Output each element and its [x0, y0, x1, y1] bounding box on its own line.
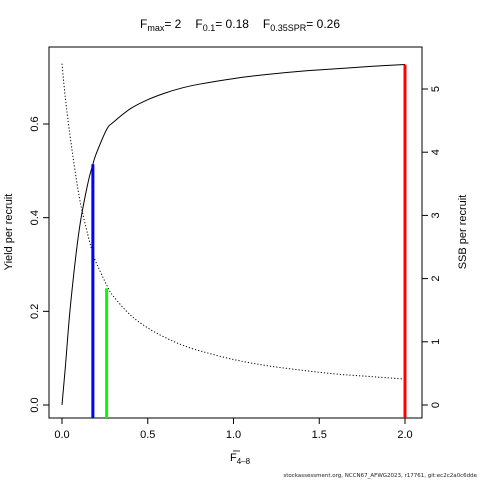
chart-title: Fmax= 2 F0.1= 0.18 F0.35SPR= 0.26: [140, 17, 340, 33]
title-f01-value: = 0.18: [215, 17, 249, 31]
y-right-tick-label: 5: [430, 86, 442, 92]
y-right-tick-label: 0: [430, 402, 442, 408]
x-tick-label: 2.0: [397, 429, 412, 441]
x-axis-title-sub: 4–8: [237, 457, 251, 466]
y-left-tick-label: 0.6: [29, 116, 41, 131]
y-left-axis-title: Yield per recruit: [3, 194, 15, 271]
title-fspr-sub: 0.35SPR: [270, 23, 307, 33]
y-right-tick-label: 4: [430, 149, 442, 155]
title-fmax-value: = 2: [164, 17, 181, 31]
title-fspr-value: = 0.26: [306, 17, 340, 31]
reference-lines: [91, 64, 407, 418]
y-axis-right: 0 1 2 3 4 5: [421, 86, 442, 408]
series-layer: [61, 63, 406, 406]
y-right-axis-title: SSB per recruit: [457, 195, 469, 270]
plot-frame: [48, 46, 423, 419]
x-axis-title-main: F: [230, 452, 237, 464]
title-fmax-sub: max: [147, 23, 165, 33]
footer-credit: stockassessment.org, NCCN67_AFWG2023, r1…: [283, 473, 477, 479]
title-fmax-label: F: [140, 17, 147, 31]
y-left-tick-label: 0.4: [29, 210, 41, 225]
yield-per-recruit-line: [61, 64, 406, 406]
x-tick-label: 1.5: [312, 429, 327, 441]
title-f01-sub: 0.1: [203, 23, 216, 33]
y-left-tick-label: 0.2: [29, 304, 41, 319]
y-right-tick-label: 2: [430, 276, 442, 282]
y-right-tick-label: 1: [430, 339, 442, 345]
ssb-per-recruit-line: [61, 63, 406, 380]
x-axis-title: F4–8: [230, 452, 251, 466]
x-tick-label: 0.0: [54, 429, 69, 441]
title-f01-label: F: [195, 17, 202, 31]
y-right-tick-label: 3: [430, 212, 442, 218]
title-fspr-label: F: [263, 17, 270, 31]
y-axis-left: 0.0 0.2 0.4 0.6: [29, 116, 50, 413]
x-tick-label: 0.5: [140, 429, 155, 441]
x-tick-label: 1.0: [226, 429, 241, 441]
y-left-tick-label: 0.0: [29, 397, 41, 412]
x-axis: 0.0 0.5 1.0 1.5 2.0: [54, 417, 413, 441]
